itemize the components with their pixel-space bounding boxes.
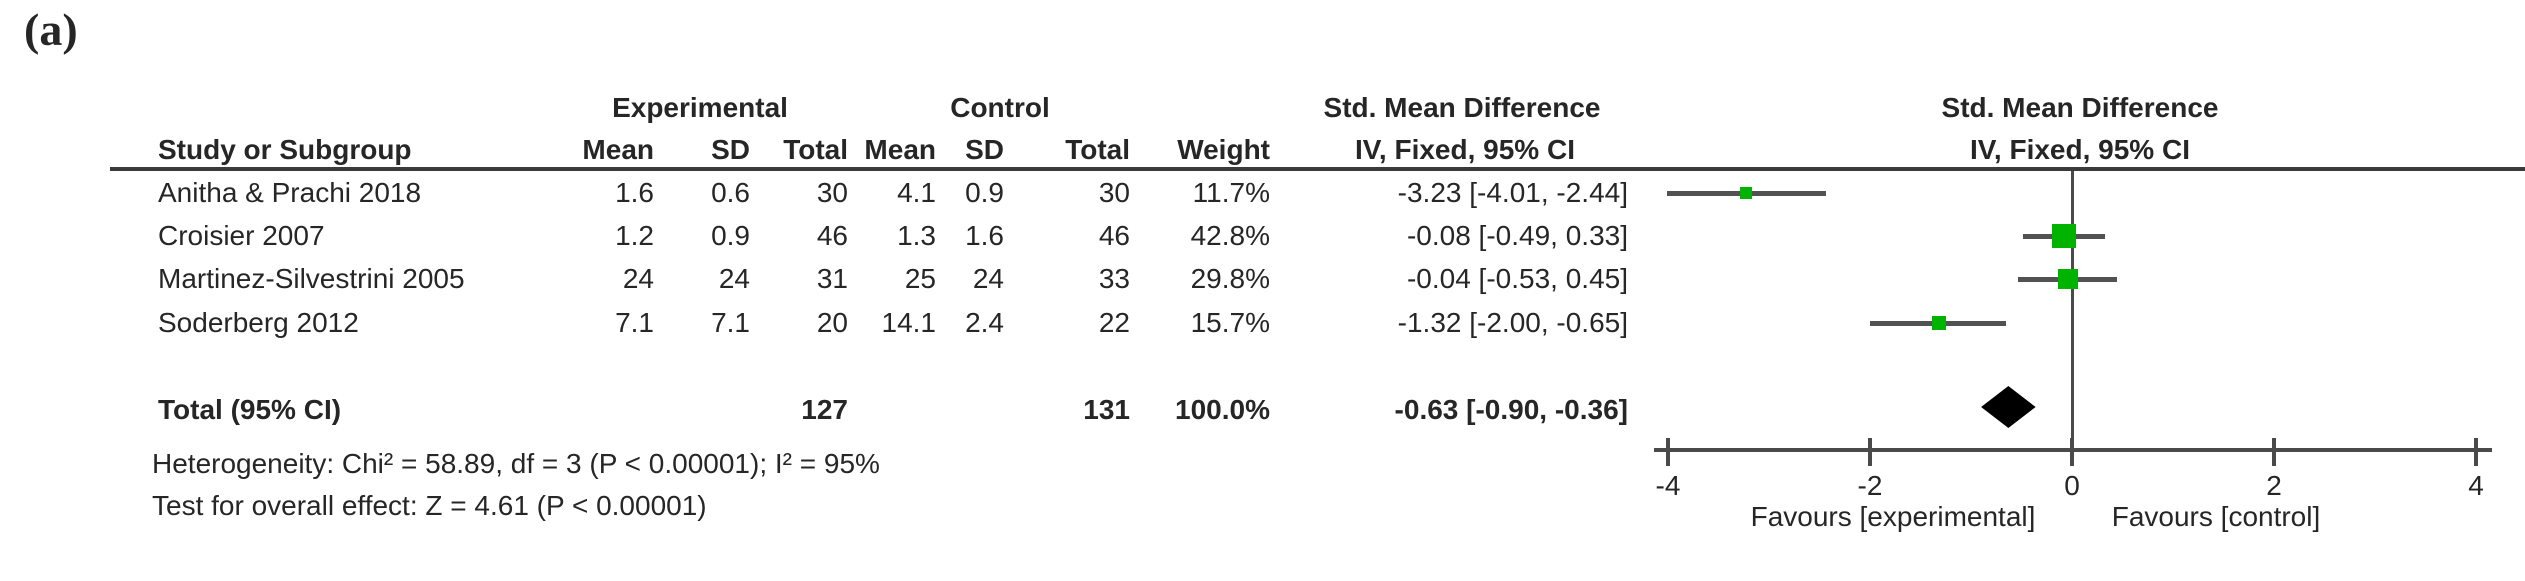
- cell-weight: 42.8%: [1190, 220, 1270, 251]
- study-square-marker: [1739, 187, 1752, 199]
- cell-mean-control: 14.1: [881, 307, 937, 338]
- favours-control-label: Favours [control]: [2111, 501, 2321, 532]
- favours-experimental-label: Favours [experimental]: [1750, 501, 2036, 532]
- axis-tick: [1868, 438, 1872, 466]
- zero-effect-line: [2071, 171, 2074, 450]
- cell-study-name: Martinez-Silvestrini 2005: [158, 263, 465, 294]
- heterogeneity-text: Heterogeneity: Chi² = 58.89, df = 3 (P <…: [152, 448, 880, 479]
- header-weight: Weight: [1177, 134, 1270, 165]
- cell-mean-experimental: 1.2: [615, 220, 654, 251]
- cell-total-experimental: 20: [816, 307, 848, 338]
- cell-total-control: 30: [1098, 177, 1130, 208]
- header-mean-e: Mean: [582, 134, 654, 165]
- cell-ci-estimate: -3.23 [-4.01, -2.44]: [1397, 177, 1628, 208]
- cell-ci-estimate: -0.08 [-0.49, 0.33]: [1406, 220, 1628, 251]
- total-diamond-marker: [1981, 386, 2036, 428]
- header-sd-c: SD: [965, 134, 1004, 165]
- study-square-marker: [2057, 269, 2078, 289]
- header-total-e: Total: [783, 134, 848, 165]
- cell-mean-control: 25: [904, 263, 936, 294]
- cell-total-control: 22: [1098, 307, 1130, 338]
- cell-total-control: 46: [1098, 220, 1130, 251]
- cell-mean-experimental: 1.6: [615, 177, 654, 208]
- cell-weight: 15.7%: [1190, 307, 1270, 338]
- cell-total-control-sum: 131: [1083, 394, 1130, 425]
- axis-tick: [2272, 438, 2276, 466]
- header-iv-left: IV, Fixed, 95% CI: [1355, 134, 1575, 165]
- cell-mean-control: 4.1: [897, 177, 936, 208]
- header-study: Study or Subgroup: [158, 134, 412, 165]
- panel-label: (a): [24, 4, 78, 55]
- header-sd-e: SD: [711, 134, 750, 165]
- overall-effect-text: Test for overall effect: Z = 4.61 (P < 0…: [152, 490, 707, 521]
- cell-total-weight: 100.0%: [1175, 394, 1270, 425]
- cell-total-label: Total (95% CI): [158, 394, 342, 425]
- axis-tick: [1666, 438, 1670, 466]
- cell-weight: 29.8%: [1190, 263, 1270, 294]
- axis-tick-label: 4: [2468, 470, 2484, 501]
- axis-tick: [2070, 438, 2074, 466]
- cell-study-name: Soderberg 2012: [158, 307, 359, 338]
- axis-tick-label: 2: [2266, 470, 2282, 501]
- axis-tick-label: -4: [1655, 470, 1681, 501]
- header-control-group: Control: [950, 92, 1050, 123]
- study-square-marker: [2051, 224, 2076, 248]
- study-square-marker: [1931, 316, 1946, 330]
- header-smd-right: Std. Mean Difference: [1941, 92, 2219, 123]
- axis-tick-label: 0: [2064, 470, 2080, 501]
- cell-mean-experimental: 7.1: [615, 307, 654, 338]
- cell-ci-estimate: -1.32 [-2.00, -0.65]: [1397, 307, 1628, 338]
- cell-mean-experimental: 24: [622, 263, 654, 294]
- cell-sd-control: 24: [972, 263, 1004, 294]
- axis-tick: [2474, 438, 2478, 466]
- cell-weight: 11.7%: [1192, 177, 1270, 208]
- cell-study-name: Anitha & Prachi 2018: [158, 177, 422, 208]
- cell-total-ci-estimate: -0.63 [-0.90, -0.36]: [1394, 394, 1628, 425]
- cell-sd-control: 1.6: [965, 220, 1004, 251]
- header-mean-c: Mean: [864, 134, 936, 165]
- cell-total-experimental-sum: 127: [801, 394, 848, 425]
- cell-sd-experimental: 0.6: [711, 177, 750, 208]
- header-smd-left: Std. Mean Difference: [1323, 92, 1601, 123]
- cell-sd-experimental: 24: [718, 263, 750, 294]
- cell-total-control: 33: [1098, 263, 1130, 294]
- header-separator-line: [110, 167, 2525, 171]
- header-total-c: Total: [1065, 134, 1130, 165]
- cell-ci-estimate: -0.04 [-0.53, 0.45]: [1406, 263, 1628, 294]
- cell-sd-control: 0.9: [965, 177, 1004, 208]
- cell-total-experimental: 31: [816, 263, 848, 294]
- cell-mean-control: 1.3: [897, 220, 936, 251]
- cell-total-experimental: 46: [816, 220, 848, 251]
- header-iv-right: IV, Fixed, 95% CI: [1970, 134, 2190, 165]
- cell-sd-experimental: 0.9: [711, 220, 750, 251]
- axis-tick-label: -2: [1857, 470, 1883, 501]
- header-experimental-group: Experimental: [612, 92, 788, 123]
- cell-sd-control: 2.4: [965, 307, 1004, 338]
- cell-sd-experimental: 7.1: [711, 307, 750, 338]
- cell-total-experimental: 30: [816, 177, 848, 208]
- cell-study-name: Croisier 2007: [158, 220, 325, 251]
